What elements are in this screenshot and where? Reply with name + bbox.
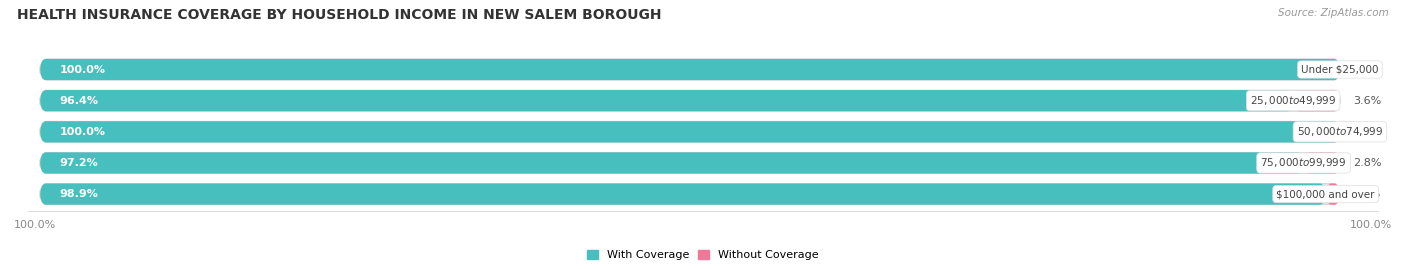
FancyBboxPatch shape — [39, 183, 1326, 205]
Text: 1.1%: 1.1% — [1353, 189, 1381, 199]
FancyBboxPatch shape — [39, 90, 1340, 111]
Text: $75,000 to $99,999: $75,000 to $99,999 — [1260, 157, 1347, 169]
FancyBboxPatch shape — [39, 59, 1340, 80]
Text: 96.4%: 96.4% — [59, 96, 98, 106]
FancyBboxPatch shape — [1294, 90, 1340, 111]
Text: 100.0%: 100.0% — [59, 127, 105, 137]
FancyBboxPatch shape — [39, 121, 1340, 142]
Text: 98.9%: 98.9% — [59, 189, 98, 199]
FancyBboxPatch shape — [39, 121, 1340, 142]
FancyBboxPatch shape — [39, 59, 1340, 80]
Text: 97.2%: 97.2% — [59, 158, 98, 168]
FancyBboxPatch shape — [39, 183, 1340, 205]
Text: 100.0%: 100.0% — [14, 220, 56, 230]
FancyBboxPatch shape — [39, 152, 1340, 174]
Text: HEALTH INSURANCE COVERAGE BY HOUSEHOLD INCOME IN NEW SALEM BOROUGH: HEALTH INSURANCE COVERAGE BY HOUSEHOLD I… — [17, 8, 661, 22]
Text: 100.0%: 100.0% — [59, 65, 105, 75]
Legend: With Coverage, Without Coverage: With Coverage, Without Coverage — [582, 245, 824, 265]
Text: $25,000 to $49,999: $25,000 to $49,999 — [1250, 94, 1336, 107]
Text: 0.0%: 0.0% — [1353, 65, 1381, 75]
Text: 0.0%: 0.0% — [1353, 127, 1381, 137]
Text: 100.0%: 100.0% — [1350, 220, 1392, 230]
Text: 2.8%: 2.8% — [1353, 158, 1382, 168]
Text: Source: ZipAtlas.com: Source: ZipAtlas.com — [1278, 8, 1389, 18]
FancyBboxPatch shape — [39, 152, 1303, 174]
Text: $50,000 to $74,999: $50,000 to $74,999 — [1296, 125, 1384, 138]
FancyBboxPatch shape — [1326, 183, 1340, 205]
FancyBboxPatch shape — [1303, 152, 1340, 174]
Text: Under $25,000: Under $25,000 — [1301, 65, 1379, 75]
FancyBboxPatch shape — [39, 90, 1294, 111]
Text: 3.6%: 3.6% — [1353, 96, 1381, 106]
Text: $100,000 and over: $100,000 and over — [1277, 189, 1375, 199]
